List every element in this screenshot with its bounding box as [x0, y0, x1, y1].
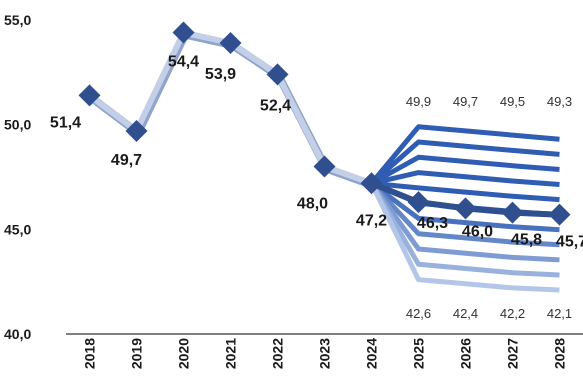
fan-line	[371, 180, 560, 203]
fan-line	[369, 182, 560, 293]
x-tick-label: 2026	[458, 338, 474, 369]
fan-lower-label: 42,4	[453, 306, 478, 321]
data-label: 49,7	[111, 152, 142, 169]
fan-line	[370, 181, 560, 233]
x-tick-label: 2022	[270, 338, 286, 369]
fan-upper-label: 49,9	[406, 94, 431, 109]
fan-lower-label: 42,6	[406, 306, 431, 321]
data-point-marker	[313, 155, 336, 178]
x-tick-label: 2027	[505, 338, 521, 369]
data-point-marker	[501, 201, 524, 224]
fan-line	[369, 124, 560, 185]
x-tick-label: 2023	[317, 338, 333, 369]
data-point-marker	[454, 197, 477, 220]
y-tick-label: 50,0	[4, 117, 31, 133]
y-tick-label: 55,0	[4, 12, 31, 28]
data-label: 48,0	[297, 196, 328, 213]
x-tick-label: 2021	[223, 338, 239, 369]
data-point-marker	[125, 119, 148, 142]
x-tick-label: 2019	[129, 338, 145, 369]
fan-upper-label: 49,5	[500, 94, 525, 109]
fan-lower-label: 42,2	[500, 306, 525, 321]
axes: 2018 2019 2020 2021 2022 2023 2024 2025 2026 2027…	[4, 12, 583, 369]
fan-upper-label: 49,3	[547, 94, 572, 109]
markers	[78, 21, 571, 226]
x-tick-label: 2028	[552, 338, 568, 369]
fan-line	[370, 154, 560, 186]
x-tick-label: 2024	[364, 338, 380, 369]
data-point-marker	[172, 21, 195, 44]
x-tick-label: 2020	[176, 338, 192, 369]
data-point-marker	[219, 32, 242, 55]
fan-line	[369, 181, 560, 248]
data-label: 45,7	[556, 234, 583, 251]
y-tick-label: 45,0	[4, 221, 31, 237]
data-point-marker	[78, 84, 101, 107]
data-point-marker	[266, 63, 289, 86]
data-point-marker	[407, 191, 430, 214]
data-labels: 51,4 49,7 54,4 53,9 52,4 48,0 47,2 46,3 46,0 45,8…	[50, 54, 583, 321]
fan-upper-label: 49,7	[453, 94, 478, 109]
data-label: 51,4	[50, 114, 81, 131]
fan-line	[369, 182, 560, 278]
data-label: 54,4	[168, 54, 199, 71]
fan-lower-label: 42,1	[547, 306, 572, 321]
x-tick-label: 2025	[411, 338, 427, 369]
x-tick-label: 2018	[82, 338, 98, 369]
data-point-marker	[548, 203, 571, 226]
data-label: 46,3	[417, 215, 448, 232]
y-tick-label: 40,0	[4, 326, 31, 342]
fan-line	[369, 139, 560, 186]
data-label: 45,8	[511, 232, 542, 249]
fan-line	[369, 181, 560, 263]
fan-line	[370, 170, 560, 187]
data-point-marker	[360, 172, 383, 195]
data-label: 52,4	[260, 97, 291, 114]
data-label: 47,2	[356, 212, 387, 229]
data-label: 53,9	[205, 66, 236, 83]
data-label: 46,0	[462, 223, 493, 240]
